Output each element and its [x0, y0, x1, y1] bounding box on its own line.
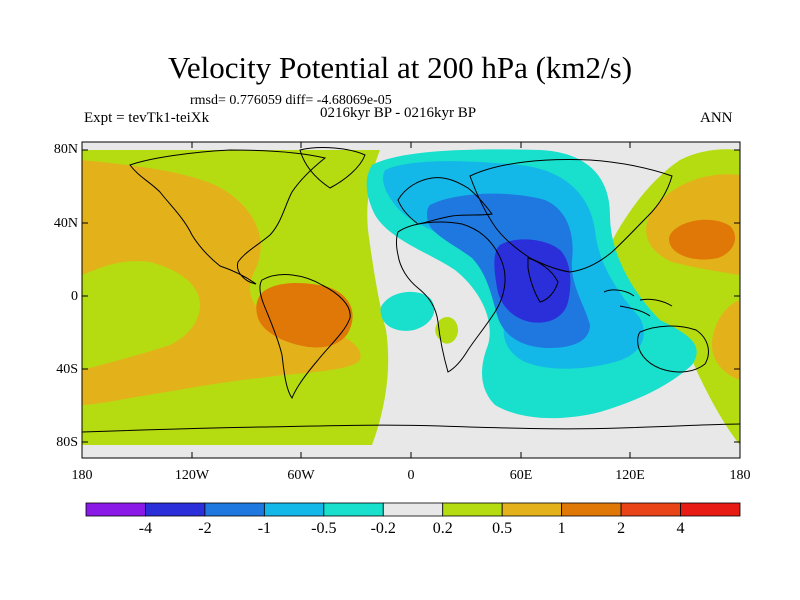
colorbar-swatch [382, 502, 444, 517]
colorbar-swatch [85, 502, 146, 517]
region-negative-core [494, 239, 571, 323]
x-tick-label: 120W [174, 468, 210, 483]
coastline-australia [637, 325, 709, 373]
coastline-south-america [259, 274, 351, 400]
coastline-india [527, 257, 559, 303]
coastline-antarctica [82, 423, 740, 433]
colorbar-swatch [620, 502, 681, 517]
colorbar-label: 0.5 [492, 520, 513, 537]
x-tick-label: 60E [509, 468, 533, 483]
colorbar-swatch [442, 502, 503, 517]
coastlines [82, 147, 740, 433]
region-positive-strong-pacific [669, 219, 736, 260]
colorbar-swatch [204, 502, 265, 517]
period-label: 0216kyr BP - 0216kyr BP [320, 105, 477, 121]
colorbar-label: 4 [676, 520, 685, 537]
season-label: ANN [700, 110, 733, 126]
coastline-greenland [299, 147, 366, 189]
colorbar-swatch [323, 502, 384, 517]
x-tick-label: 180 [729, 468, 751, 483]
region-positive-mid-east [712, 300, 740, 380]
x-tick-label: 180 [71, 468, 93, 483]
x-tick-label: 120E [615, 468, 645, 483]
stats-text: rmsd= 0.776059 diff= -4.68069e-05 [190, 93, 392, 108]
region-positive-mid [82, 160, 361, 405]
x-tick-label: 0 [407, 468, 415, 483]
coastline-africa [396, 221, 506, 373]
colorbar-label: 1 [557, 520, 566, 537]
colorbar-label: -0.2 [370, 520, 396, 537]
y-tick-label: 0 [71, 289, 78, 304]
y-tick-label: 40N [53, 216, 78, 231]
colorbar [85, 502, 741, 517]
coastline-maritime-continent [603, 289, 673, 317]
colorbar-swatch [501, 502, 563, 517]
y-tick-label: 80N [53, 142, 78, 157]
colorbar-label: -4 [138, 520, 153, 537]
y-tick-label: 80S [56, 435, 78, 450]
colorbar-swatch [561, 502, 622, 517]
region-negative-weak-south-atlantic [380, 291, 435, 331]
colorbar-label: -1 [257, 520, 272, 537]
colorbar-label: 2 [617, 520, 626, 537]
coastline-north-america [129, 149, 327, 285]
region-positive-weak-africa [435, 316, 458, 344]
experiment-label: Expt = tevTk1-teiXk [84, 110, 210, 126]
colorbar-label: -2 [198, 520, 212, 537]
colorbar-swatch [263, 502, 325, 517]
region-positive-strong [256, 283, 353, 348]
map-contours [82, 142, 740, 458]
colorbar-swatch [680, 502, 741, 517]
coastline-asia [469, 159, 673, 273]
y-tick-label: 40S [56, 362, 78, 377]
x-tick-label: 60W [287, 468, 315, 483]
chart-title: Velocity Potential at 200 hPa (km2/s) [167, 50, 633, 85]
colorbar-swatch [145, 502, 206, 517]
colorbar-label: 0.2 [432, 520, 453, 537]
colorbar-label: -0.5 [311, 520, 337, 537]
axis-ticks [82, 142, 740, 458]
